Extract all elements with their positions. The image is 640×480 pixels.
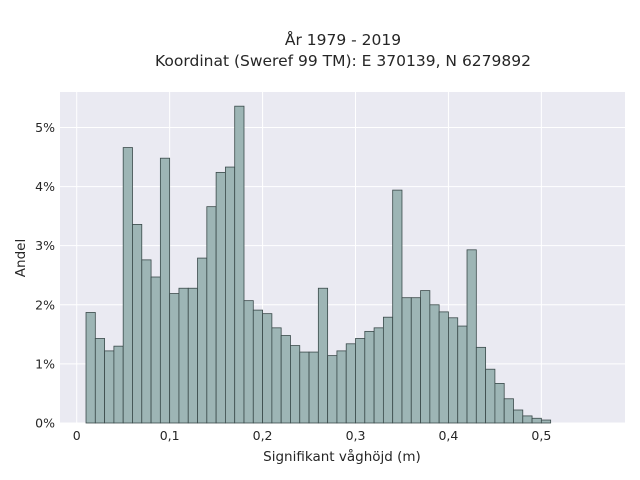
histogram-bar bbox=[345, 343, 356, 424]
histogram-bar bbox=[113, 345, 124, 424]
histogram-bar bbox=[429, 304, 440, 424]
histogram-bar bbox=[280, 335, 291, 424]
histogram-bar bbox=[475, 346, 487, 424]
x-tick-labels: 0 0,1 0,2 0,3 0,4 0,5 bbox=[73, 428, 552, 443]
histogram-bar bbox=[122, 147, 133, 424]
histogram-bar bbox=[457, 325, 468, 424]
y-tick-label: 3% bbox=[35, 238, 55, 253]
histogram-bar bbox=[503, 398, 514, 424]
histogram-bar bbox=[420, 290, 431, 424]
x-tick-label: 0,1 bbox=[160, 428, 180, 443]
histogram-bar bbox=[438, 311, 449, 424]
histogram-bar bbox=[187, 287, 198, 424]
histogram-bar bbox=[206, 206, 217, 424]
histogram-bar bbox=[373, 327, 384, 424]
histogram-bar bbox=[197, 257, 208, 424]
histogram-bar bbox=[448, 317, 459, 424]
histogram-bar bbox=[392, 189, 403, 424]
x-tick-label: 0,5 bbox=[531, 428, 551, 443]
histogram-bar bbox=[355, 338, 366, 424]
x-tick-label: 0,2 bbox=[253, 428, 273, 443]
histogram-bar bbox=[271, 327, 282, 424]
histogram-bar bbox=[401, 297, 412, 424]
histogram-bar bbox=[410, 297, 421, 424]
chart-title-line1: År 1979 - 2019 bbox=[285, 30, 401, 49]
y-tick-label: 1% bbox=[35, 356, 55, 371]
histogram-bar bbox=[215, 171, 226, 424]
histogram-bar bbox=[382, 316, 394, 424]
histogram-bar bbox=[94, 338, 106, 424]
histogram-bar bbox=[317, 287, 329, 424]
y-tick-labels: 0% 1% 2% 3% 4% 5% bbox=[35, 120, 55, 431]
histogram-bar bbox=[327, 355, 338, 424]
histogram-bar bbox=[234, 105, 245, 424]
y-axis-label: Andel bbox=[13, 239, 29, 277]
bars bbox=[85, 105, 552, 424]
histogram-bar bbox=[169, 293, 180, 424]
histogram-bar bbox=[178, 287, 189, 424]
chart-title-line2: Koordinat (Sweref 99 TM): E 370139, N 62… bbox=[155, 52, 531, 70]
histogram-bar bbox=[252, 309, 263, 424]
y-tick-label: 4% bbox=[35, 179, 55, 194]
histogram-bar bbox=[85, 312, 96, 424]
histogram-bar bbox=[531, 417, 542, 424]
histogram-bar bbox=[141, 259, 152, 424]
histogram-bar bbox=[485, 368, 496, 424]
histogram-bar bbox=[364, 330, 375, 424]
histogram-bar bbox=[336, 350, 347, 424]
x-axis-label: Signifikant våghöjd (m) bbox=[263, 448, 421, 465]
histogram-bar bbox=[290, 345, 301, 424]
histogram-bar bbox=[243, 300, 254, 424]
y-tick-label: 0% bbox=[35, 416, 55, 431]
y-tick-label: 2% bbox=[35, 297, 55, 312]
histogram-bar bbox=[225, 166, 236, 424]
histogram-bar bbox=[522, 415, 533, 424]
histogram-bar bbox=[262, 313, 273, 424]
histogram-bar bbox=[466, 249, 477, 424]
histogram-bar bbox=[159, 157, 171, 424]
histogram-bar bbox=[132, 223, 143, 424]
x-tick-label: 0,3 bbox=[346, 428, 366, 443]
histogram-bar bbox=[513, 409, 524, 424]
histogram-bar bbox=[299, 351, 310, 424]
histogram-bar bbox=[150, 276, 161, 424]
histogram-bar bbox=[308, 351, 319, 424]
x-tick-label: 0 bbox=[73, 428, 81, 443]
histogram-bar bbox=[540, 419, 552, 424]
histogram-bar bbox=[494, 382, 505, 424]
x-tick-label: 0,4 bbox=[438, 428, 458, 443]
histogram-bar bbox=[104, 350, 115, 424]
y-tick-label: 5% bbox=[35, 120, 55, 135]
